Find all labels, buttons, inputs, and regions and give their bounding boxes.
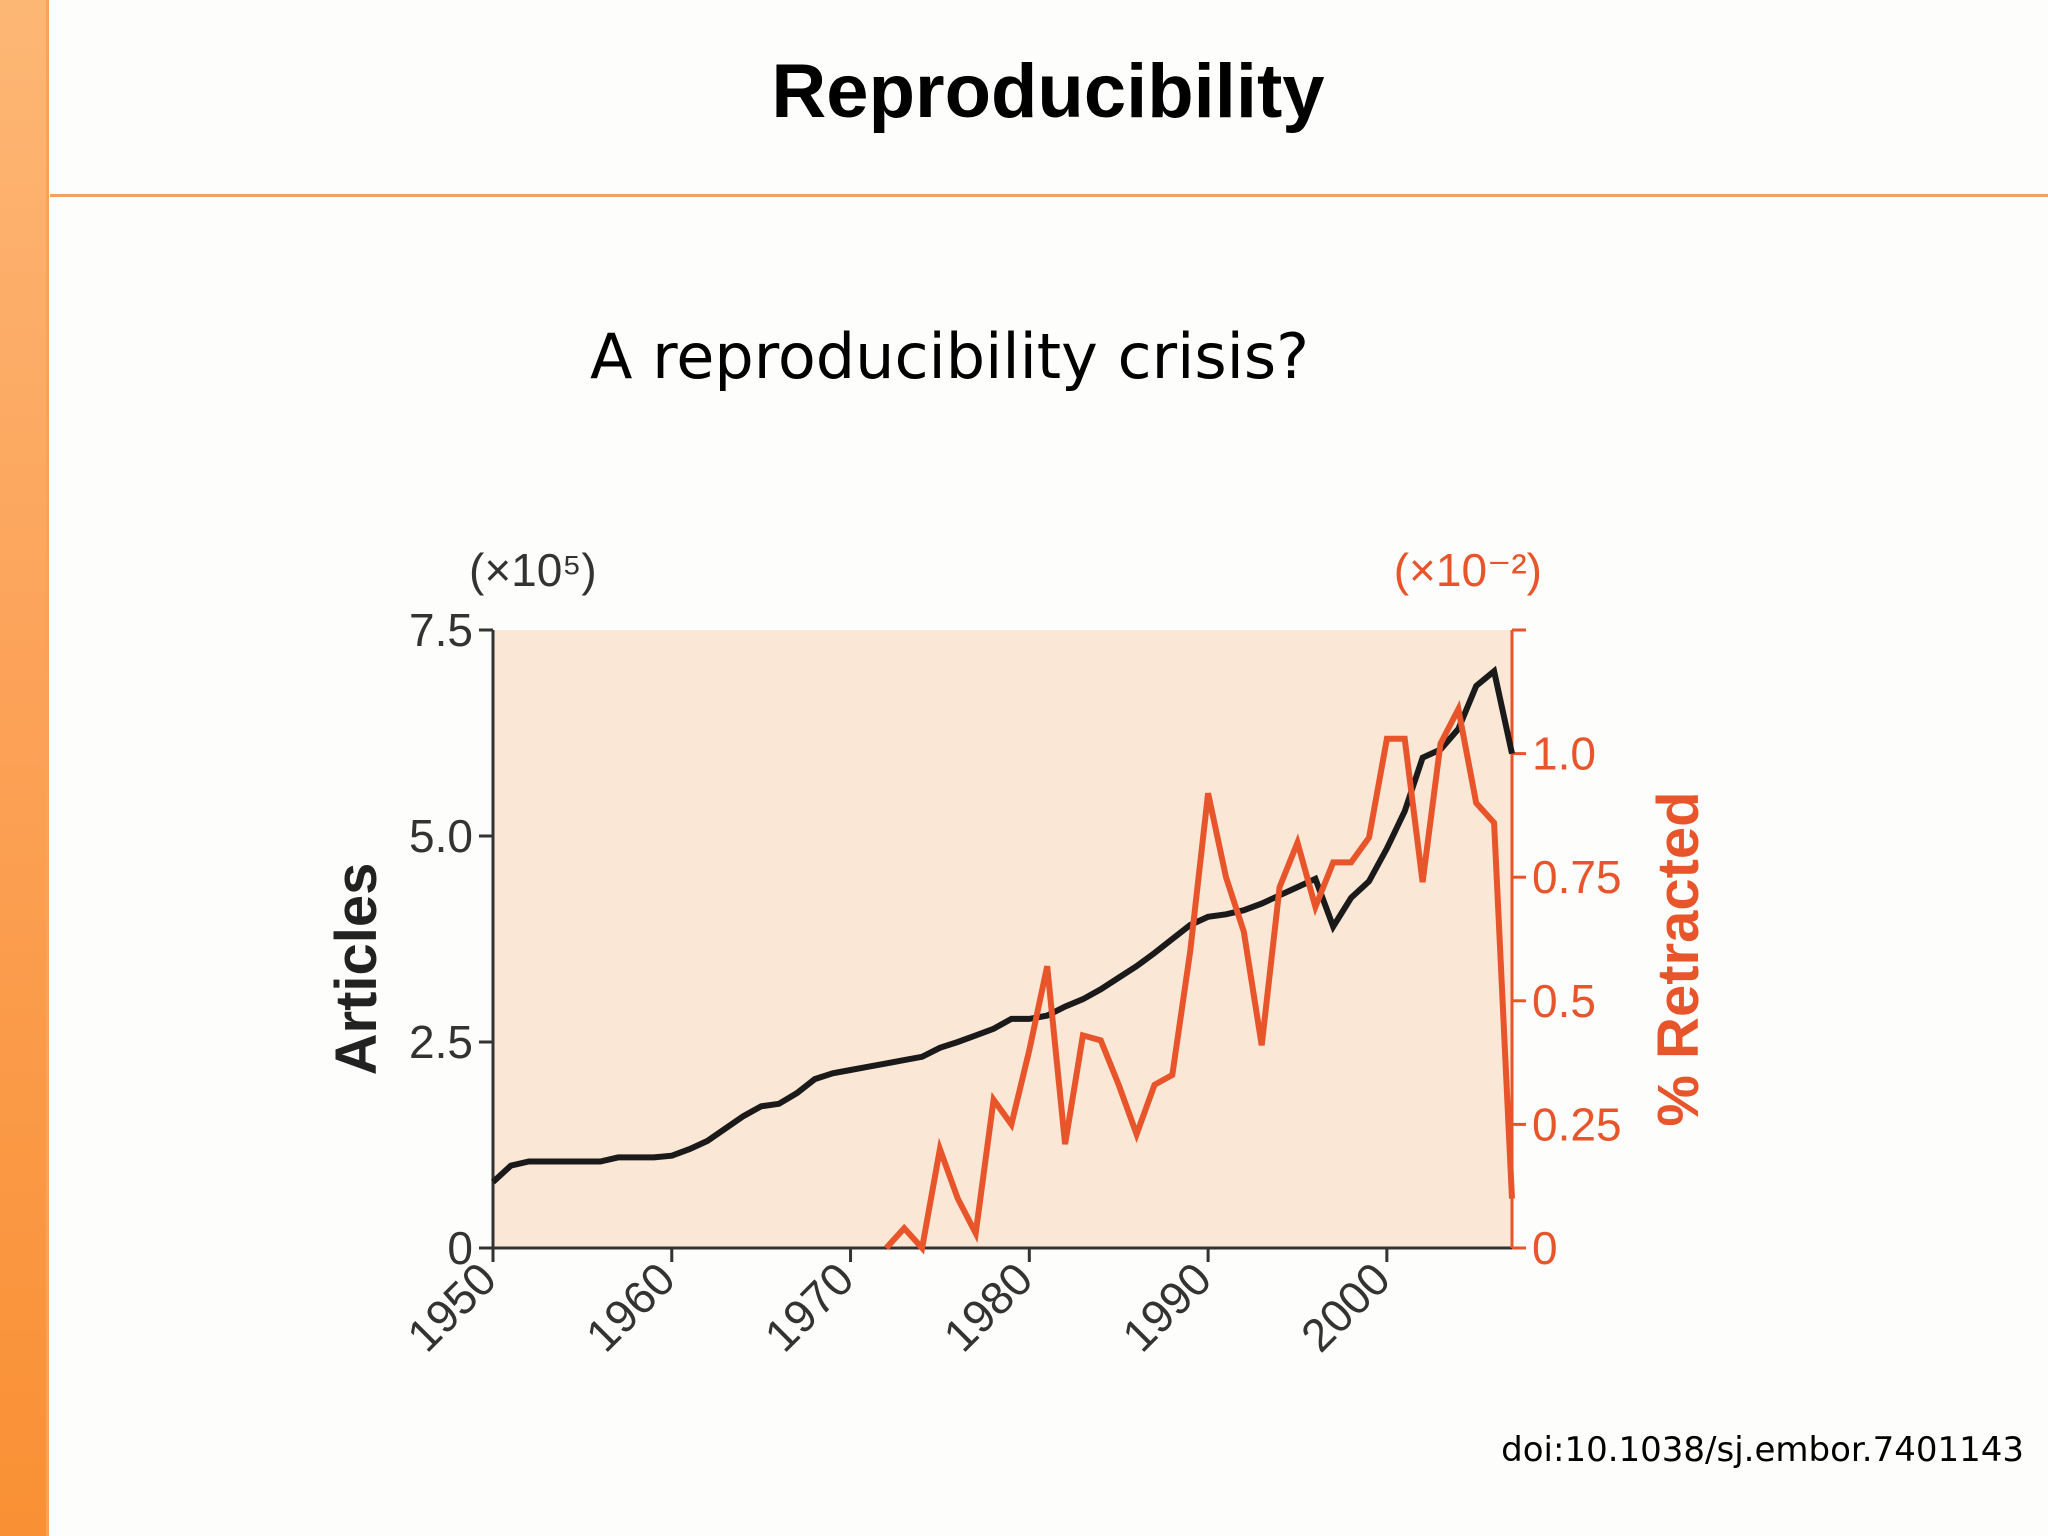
right-y-tick-label: 0 (1532, 1222, 1558, 1274)
x-tick-label: 1960 (576, 1252, 685, 1361)
right-axis-multiplier: (×10⁻²) (1394, 544, 1542, 596)
right-y-tick-label: 0.25 (1532, 1098, 1622, 1150)
slide-accent-bar (0, 0, 48, 1536)
slide-title: Reproducibility (771, 49, 1325, 134)
left-y-tick-label: 7.5 (409, 604, 473, 656)
left-axis-multiplier: (×10⁵) (469, 544, 597, 596)
retracted-series-line (884, 700, 1515, 1255)
title-divider (50, 194, 2048, 197)
slide-subtitle: A reproducibility crisis? (590, 320, 1310, 393)
articles-series-line (490, 665, 1515, 1185)
right-y-tick-label: 0.75 (1532, 851, 1622, 903)
x-tick-label: 1980 (933, 1252, 1042, 1361)
right-y-tick-label: 1.0 (1532, 728, 1596, 780)
x-tick-label: 1950 (397, 1252, 506, 1361)
x-tick-label: 1990 (1112, 1252, 1221, 1361)
right-y-tick-label: 0.5 (1532, 975, 1596, 1027)
x-tick-label: 1970 (754, 1252, 863, 1361)
left-y-tick-label: 5.0 (409, 810, 473, 862)
right-y-axis-label: % Retracted (1646, 791, 1711, 1126)
citation-doi: doi:10.1038/sj.embor.7401143 (1501, 1430, 2024, 1470)
left-y-tick-label: 0 (447, 1222, 473, 1274)
left-y-tick-label: 2.5 (409, 1016, 473, 1068)
plot-background (493, 630, 1512, 1248)
slide-accent-edge (46, 0, 49, 1536)
x-tick-label: 2000 (1291, 1252, 1400, 1361)
left-y-axis-label: Articles (324, 863, 389, 1076)
